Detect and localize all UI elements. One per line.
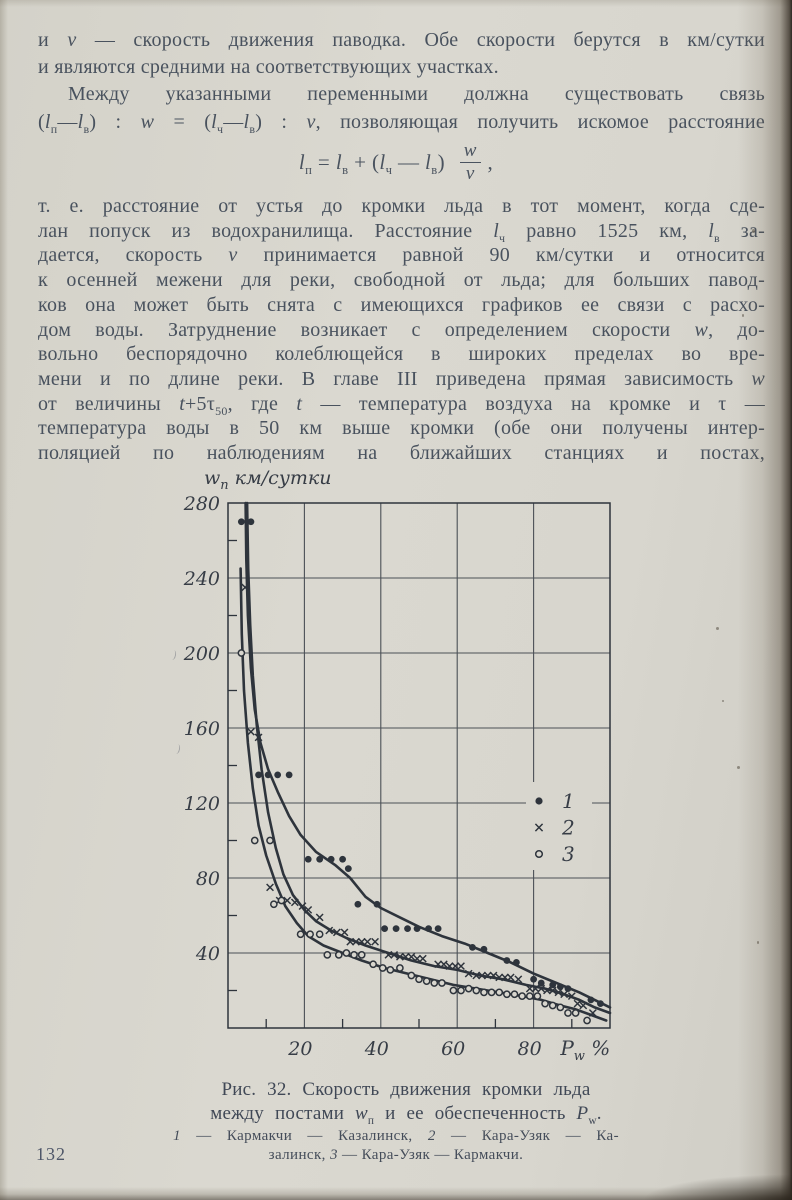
svg-text:40: 40	[195, 943, 220, 965]
paper-speck	[757, 941, 759, 944]
page-edge-top-shadow	[0, 0, 792, 7]
formula-numerator: w	[459, 141, 481, 163]
formula-denominator: v	[465, 162, 475, 184]
svg-text:120: 120	[184, 793, 220, 815]
svg-text:40: 40	[364, 1038, 389, 1060]
svg-text:80: 80	[518, 1038, 542, 1060]
text-line: к осенней межени для реки, свободной от …	[38, 269, 765, 292]
svg-text:280: 280	[183, 493, 220, 515]
legend-entry-1: 1	[535, 789, 575, 813]
page-number: 132	[36, 1144, 66, 1164]
chart-legend: 1 23	[526, 782, 592, 870]
text-line: 1 — Кармакчи — Казалинск, 2 — Кара-Узяк …	[173, 1128, 619, 1144]
text-line: ков она может быть снята с имеющихся гра…	[38, 293, 765, 316]
page-edge-bottom-shadow	[0, 1187, 792, 1200]
text-line: Между указанными переменными должна суще…	[68, 83, 765, 106]
figure-caption: Рис. 32. Скорость движения кромки льда ме…	[196, 1078, 616, 1126]
text-line: Рис. 32. Скорость движения кромки льда	[221, 1079, 591, 1100]
y-tick-labels: 40 80 120 160 200 240 280	[183, 493, 220, 965]
text-line: и v — скорость движения паводка. Обе ско…	[38, 29, 765, 51]
text-line: вольно беспорядочно колеблющейся в широк…	[38, 343, 765, 366]
paragraph-1: и v — скорость движения паводка. Обе ско…	[38, 27, 765, 136]
text-line: от величины t+5τ50, где t — температура …	[38, 392, 766, 418]
text-line: лан попуск из водохранилища. Расстояние …	[38, 219, 765, 245]
x-tick-labels: 20 40 60 80	[287, 1038, 541, 1060]
paper-speck	[737, 766, 740, 769]
text-line: мени и по длине реки. В главе III привед…	[38, 367, 765, 390]
legend-backdrop	[526, 782, 592, 870]
svg-text:240: 240	[183, 568, 220, 590]
text-line: т. е. расстояние от устья до кромки льда…	[38, 195, 765, 217]
svg-text:1: 1	[562, 789, 575, 813]
text-line: (lп—lв) : w = (lч—lв) : v, позволяющая п…	[38, 110, 765, 136]
page-corner-shadow	[642, 1174, 792, 1200]
formula-lhs: lп = lв + (lч — lв)	[298, 149, 446, 178]
text-line: поляцией по наблюдениям на ближайших ста…	[38, 442, 765, 465]
axis-frame	[227, 502, 611, 1029]
figure-legend-note: 1 — Кармакчи — Казалинск, 2 — Кара-Узяк …	[173, 1127, 619, 1164]
series-1-points	[237, 518, 604, 1008]
axis-minor-ticks	[228, 539, 573, 1028]
paper-speck	[752, 229, 755, 233]
svg-text:200: 200	[183, 643, 220, 665]
formula: lп = lв + (lч — lв) w v ,	[0, 141, 792, 184]
svg-text:2: 2	[561, 816, 575, 840]
text-line: залинск, 3 — Кара-Узяк — Кармакчи.	[268, 1146, 524, 1163]
paper-speck	[742, 314, 744, 317]
x-axis-label: Pw %	[559, 1036, 610, 1064]
legend-entry-2: 2	[534, 816, 575, 840]
text-line: дается, скорость v принимается равной 90…	[38, 244, 765, 267]
text-line: температура воды в 50 км выше кромки (об…	[38, 417, 765, 440]
paper-speck	[722, 700, 724, 702]
svg-text:20: 20	[287, 1038, 312, 1060]
formula-tail: ,	[487, 149, 494, 174]
text-line: между постами wп и ее обеспеченность Pw.	[210, 1103, 602, 1127]
paper-speck	[716, 627, 719, 630]
text-line: и являются средними на соответствующих у…	[38, 56, 499, 79]
svg-text:60: 60	[441, 1038, 465, 1060]
trend-curve-2	[245, 501, 612, 1015]
svg-text:80: 80	[196, 868, 220, 890]
svg-text:160: 160	[184, 718, 220, 740]
chart-grid	[228, 503, 610, 1028]
series-3-points	[237, 649, 591, 1025]
figure-chart: 40 80 120 160 200 240 280 20 40 60 80 wп км/сутки Pw…	[183, 467, 612, 1064]
text-line: дом воды. Затруднение возникает с опреде…	[38, 318, 765, 341]
y-axis-title: wп км/сутки	[204, 467, 331, 493]
paragraph-2: т. е. расстояние от устья до кромки льда…	[38, 194, 765, 466]
svg-text:3: 3	[562, 842, 575, 866]
formula-fraction: w v	[459, 141, 481, 184]
legend-entry-3: 3	[534, 842, 575, 866]
figure-32: 40 80 120 160 200 240 280 20 40 60 80 wп км/сутки Pw…	[170, 462, 640, 1074]
